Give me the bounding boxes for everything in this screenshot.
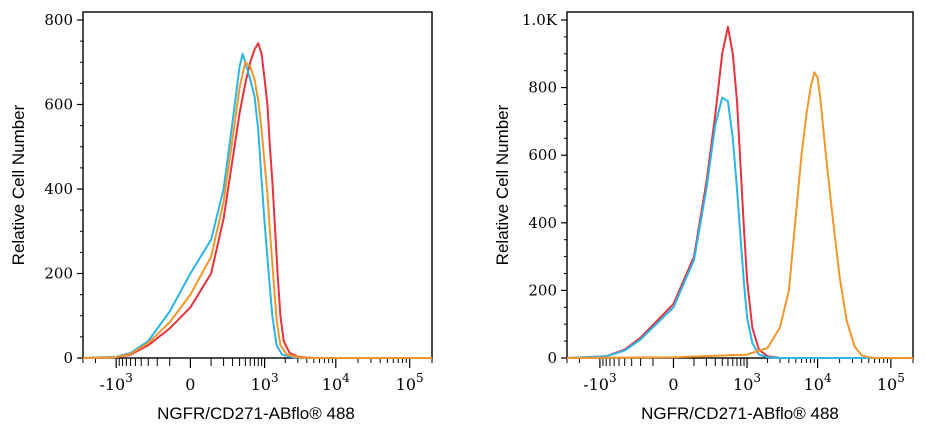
plot-frame	[82, 11, 433, 359]
histogram-series-1	[566, 25, 913, 359]
histogram-series-3	[82, 61, 432, 359]
x-tick-label: 0	[185, 375, 195, 394]
x-tick-label: 104	[804, 371, 832, 394]
y-tick-label: 200	[528, 281, 557, 299]
y-tick-label: 800	[44, 11, 73, 29]
x-tick-label: -103	[583, 371, 616, 394]
y-axis-label: Relative Cell Number	[493, 104, 512, 265]
y-tick-label: 800	[528, 79, 557, 97]
x-tick-label: 104	[322, 371, 350, 394]
histogram-series-2	[82, 52, 432, 359]
histogram-series-3	[566, 71, 913, 359]
histogram-panel-right: 0 200 400 600 800 1.0K -103 0 103 104 105 Relative …	[493, 11, 914, 423]
x-tick-label: 103	[251, 371, 279, 394]
x-tick-label: 105	[877, 371, 905, 394]
histogram-series-1	[82, 42, 432, 359]
y-tick-label: 600	[44, 96, 73, 114]
x-tick-label: 0	[668, 375, 678, 394]
y-tick-label: 0	[63, 349, 73, 367]
x-tick-label: 103	[733, 371, 761, 394]
y-tick-label: 0	[547, 349, 557, 367]
y-axis-label: Relative Cell Number	[9, 104, 28, 265]
histogram-series-2	[566, 96, 913, 359]
x-tick-label: -103	[99, 371, 132, 394]
x-axis-label: NGFR/CD271-ABflo® 488	[157, 404, 355, 423]
y-tick-label: 400	[44, 180, 73, 198]
y-tick-label: 200	[44, 265, 73, 283]
x-tick-label: 105	[396, 371, 424, 394]
x-axis-label: NGFR/CD271-ABflo® 488	[641, 404, 839, 423]
plot-frame	[566, 11, 914, 359]
histogram-panel-left: 0 200 400 600 800 -103 0 103 104 105 Relative Cell…	[9, 11, 433, 423]
y-tick-label: 1.0K	[522, 11, 558, 29]
y-tick-label: 400	[528, 214, 557, 232]
y-tick-label: 600	[528, 146, 557, 164]
